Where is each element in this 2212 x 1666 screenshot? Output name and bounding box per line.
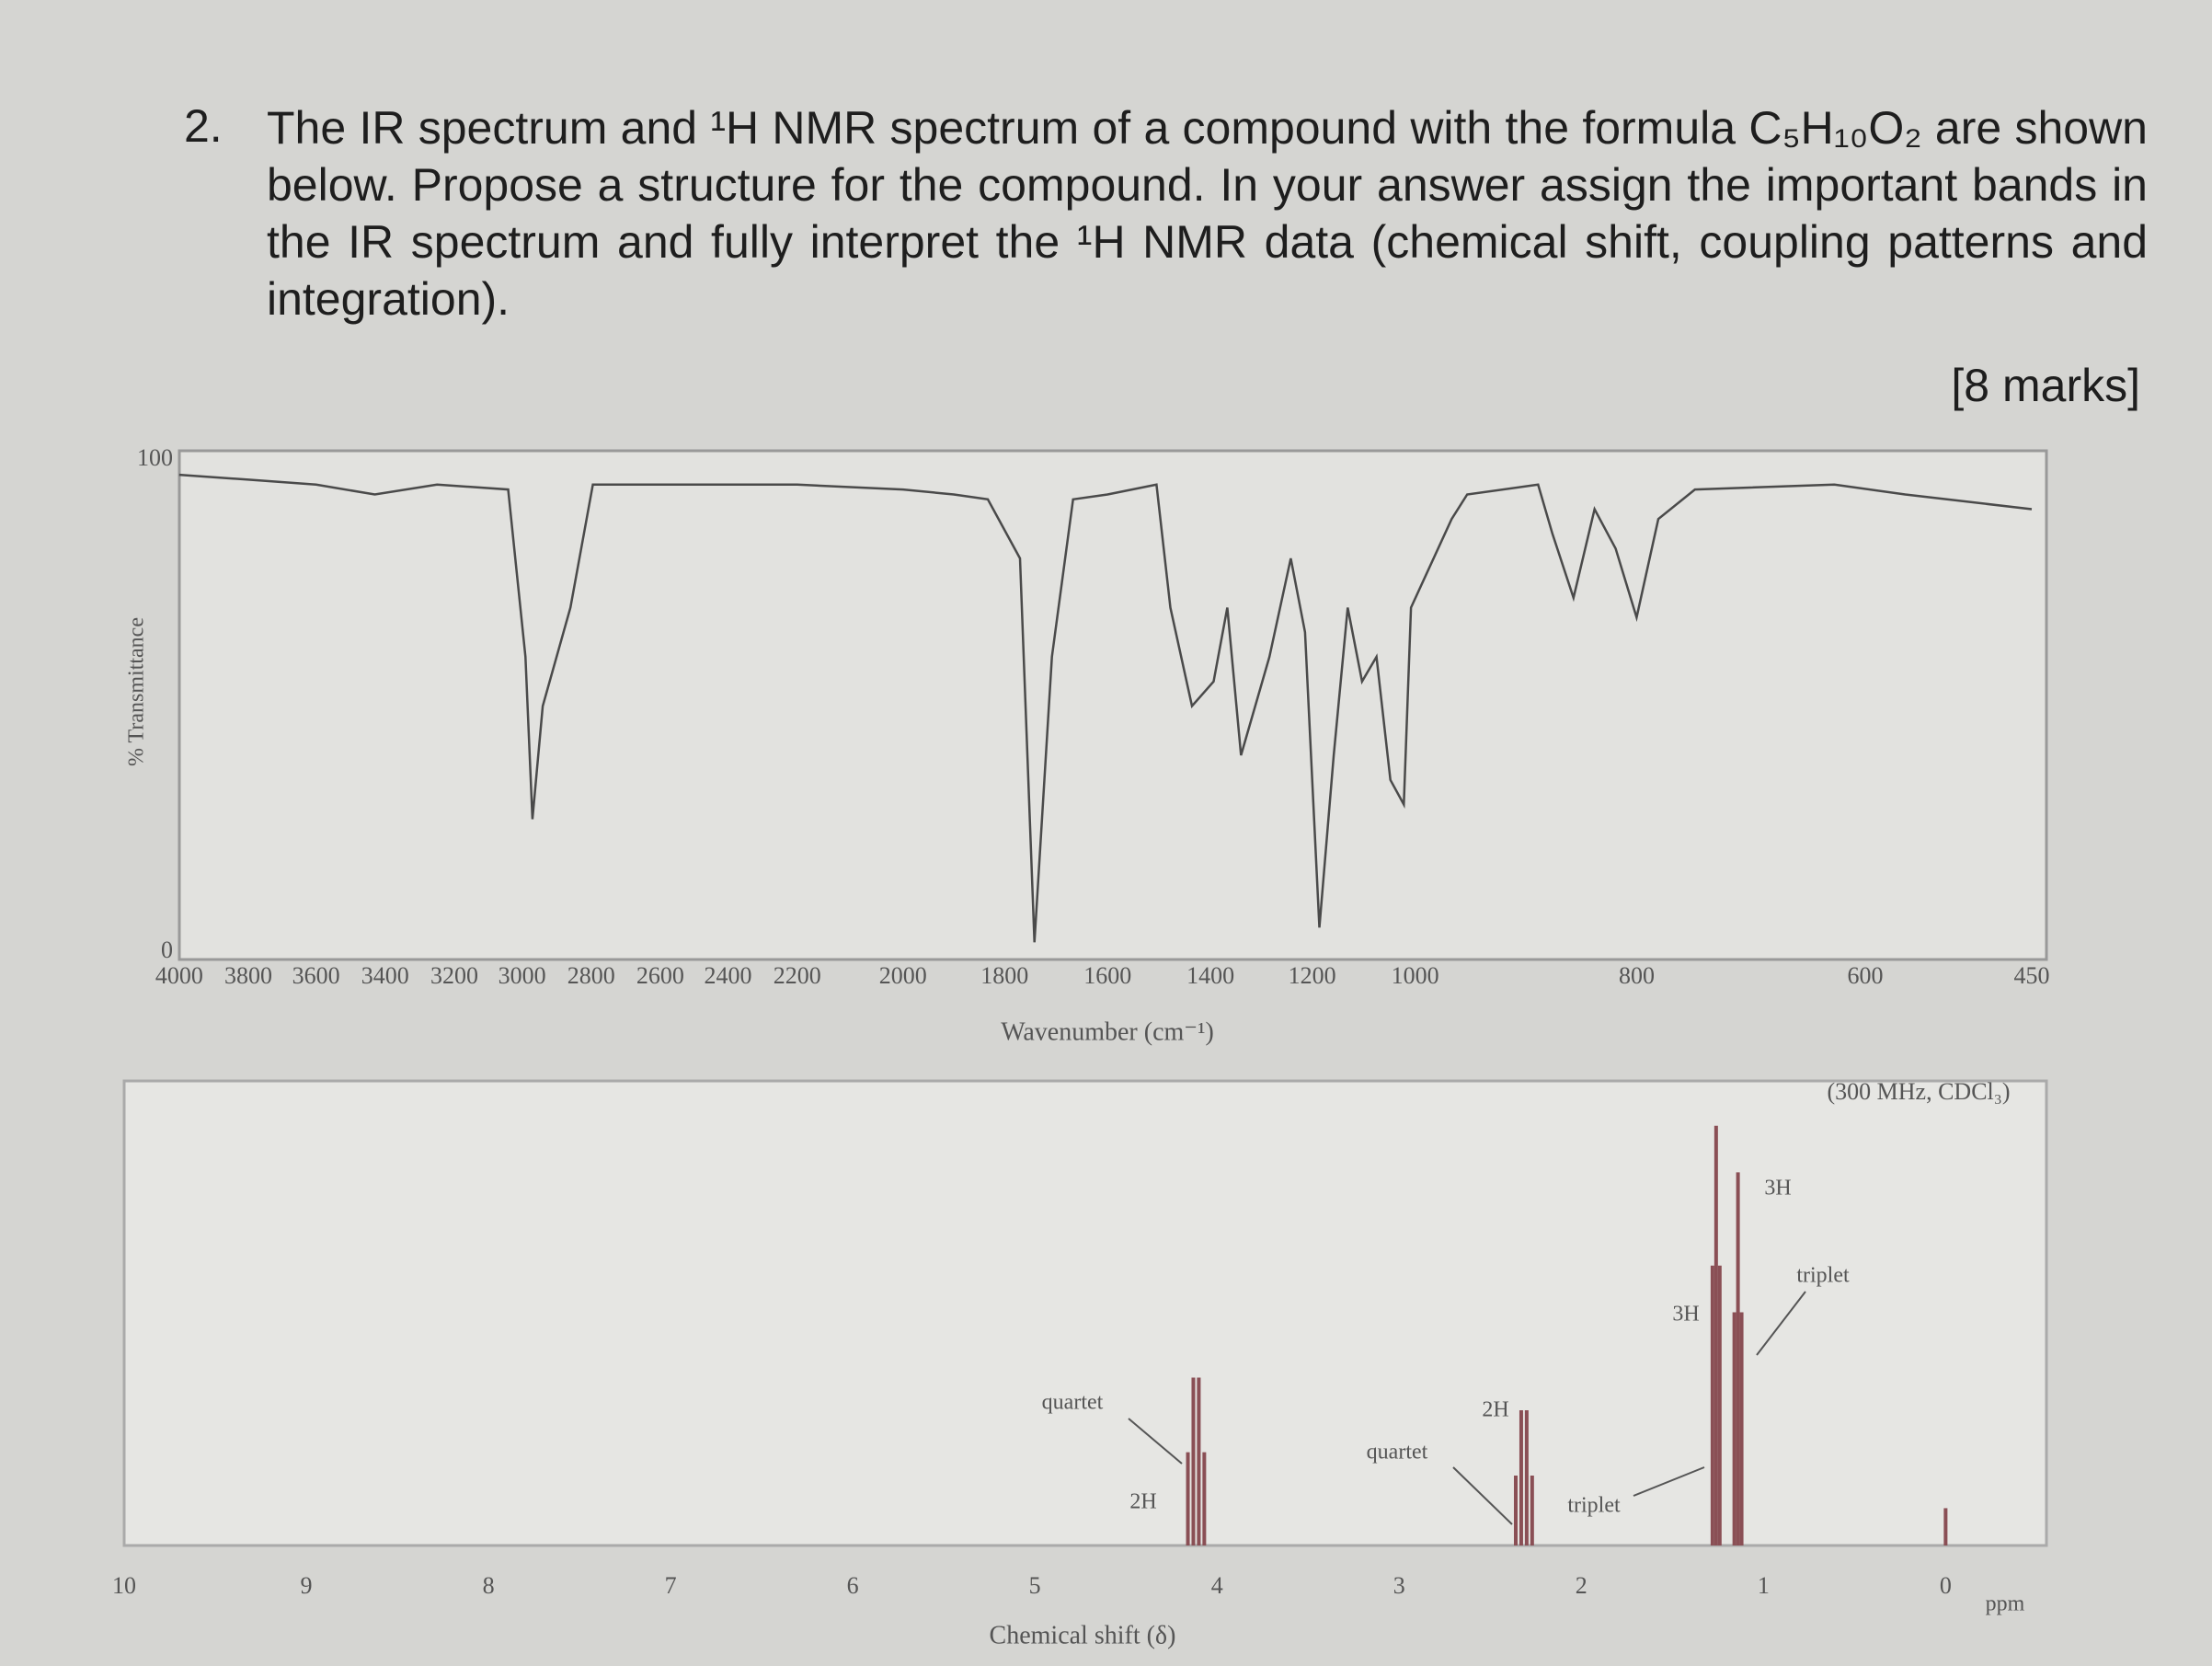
x-tick-label: 1600 xyxy=(1083,962,1131,989)
x-tick-label: 3 xyxy=(1393,1572,1405,1599)
x-tick-label: 3600 xyxy=(292,962,340,989)
x-tick-label: 3800 xyxy=(224,962,272,989)
arrow xyxy=(1633,1466,1705,1497)
annotation: 3H xyxy=(1764,1177,1791,1201)
x-tick-label: 3400 xyxy=(361,962,409,989)
annotation: quartet xyxy=(1042,1391,1104,1415)
x-tick-label: 2800 xyxy=(567,962,615,989)
annotation: 2H xyxy=(1482,1398,1508,1422)
x-tick-label: 2400 xyxy=(705,962,752,989)
x-tick-label: 6 xyxy=(847,1572,859,1599)
nmr-plot-area xyxy=(122,1079,2048,1547)
x-tick-label: 8 xyxy=(483,1572,495,1599)
x-axis-label: Chemical shift (δ) xyxy=(990,1621,1176,1649)
x-tick-label: 1400 xyxy=(1186,962,1234,989)
x-tick-label: 3200 xyxy=(430,962,478,989)
subtitle: (300 MHz, CDCl₃) xyxy=(1828,1078,2011,1105)
x-tick-label: 7 xyxy=(665,1572,677,1599)
x-tick-label: 2 xyxy=(1576,1572,1587,1599)
arrow xyxy=(1756,1291,1806,1356)
annotation: 3H xyxy=(1672,1303,1699,1327)
y-tick-label: 100 xyxy=(137,444,173,471)
question-text: The IR spectrum and ¹H NMR spectrum of a… xyxy=(267,102,2148,325)
arrow xyxy=(1128,1418,1183,1465)
y-tick-label: 0 xyxy=(161,936,173,963)
arrows xyxy=(1128,1291,1806,1525)
x-unit: ppm xyxy=(1986,1592,2025,1616)
annotation: quartet xyxy=(1367,1441,1428,1465)
ir-spectrum xyxy=(178,473,2033,943)
x-tick-label: 1800 xyxy=(980,962,1028,989)
annotation: triplet xyxy=(1796,1264,1850,1288)
x-tick-label: 4000 xyxy=(155,962,203,989)
annotation: triplet xyxy=(1567,1494,1621,1518)
x-tick-label: 600 xyxy=(1847,962,1883,989)
annotation: 2H xyxy=(1129,1490,1156,1514)
x-tick-label: 2600 xyxy=(636,962,684,989)
x-tick-label: 3000 xyxy=(499,962,546,989)
x-tick-label: 4 xyxy=(1211,1572,1223,1599)
x-tick-label: 10 xyxy=(112,1572,136,1599)
y-axis-label: % Transmittance xyxy=(125,617,149,766)
marks: [8 marks] xyxy=(1951,360,2140,411)
x-tick-label: 0 xyxy=(1940,1572,1952,1599)
x-axis-label: Wavenumber (cm⁻¹) xyxy=(1001,1017,1214,1046)
x-tick-label: 2000 xyxy=(879,962,927,989)
x-tick-label: 1000 xyxy=(1392,962,1439,989)
x-tick-label: 9 xyxy=(301,1572,313,1599)
x-tick-label: 800 xyxy=(1619,962,1655,989)
x-tick-label: 1 xyxy=(1758,1572,1770,1599)
arrow xyxy=(1452,1466,1513,1525)
x-tick-label: 2200 xyxy=(774,962,821,989)
x-tick-label: 450 xyxy=(2013,962,2049,989)
ir-plot-area xyxy=(178,449,2048,961)
x-tick-label: 1200 xyxy=(1289,962,1336,989)
question-number: 2. xyxy=(184,100,223,152)
x-tick-label: 5 xyxy=(1029,1572,1041,1599)
